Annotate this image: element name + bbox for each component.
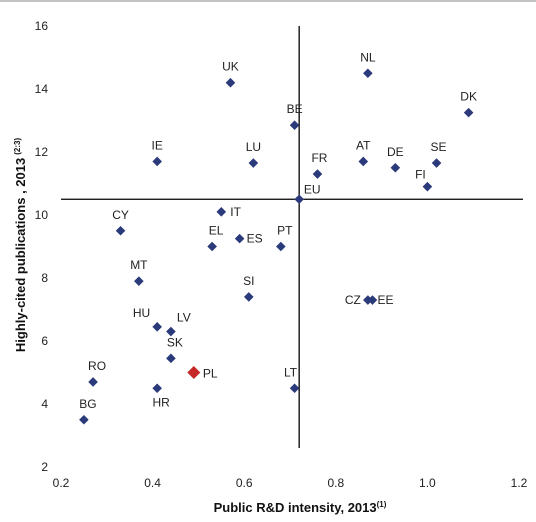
x-axis-ticks: 0.2 0.4 0.6 0.8 1.0 1.2	[53, 476, 528, 490]
data-point-fi	[422, 181, 433, 192]
y-axis-ticks: 2 4 6 8 10 12 14 16	[35, 19, 49, 474]
point-label-es: ES	[247, 232, 263, 246]
data-point-nl	[363, 68, 373, 79]
point-label-fr: FR	[311, 151, 327, 165]
data-point-mt	[134, 276, 144, 286]
data-point-se	[431, 158, 442, 168]
data-point-cy	[115, 225, 126, 236]
point-label-de: DE	[387, 145, 404, 159]
data-point-lv	[166, 326, 176, 337]
y-tick-label: 10	[35, 208, 49, 222]
point-label-se: SE	[431, 140, 447, 154]
y-tick-label: 2	[41, 460, 48, 474]
x-tick-label: 1.2	[511, 476, 528, 490]
point-label-cy: CY	[112, 208, 129, 222]
data-point-si	[243, 292, 254, 302]
point-label-at: AT	[356, 138, 371, 152]
data-point-ee	[367, 295, 378, 305]
data-point-de	[390, 162, 401, 173]
point-label-ie: IE	[152, 138, 163, 152]
point-label-si: SI	[243, 274, 254, 288]
data-point-hr	[152, 383, 162, 394]
point-label-nl: NL	[360, 50, 376, 64]
point-label-hu: HU	[133, 306, 150, 320]
point-label-fi: FI	[415, 168, 426, 182]
y-tick-label: 4	[41, 397, 48, 411]
point-label-el: EL	[209, 224, 224, 238]
point-label-hr: HR	[153, 395, 171, 409]
data-point-es	[234, 233, 245, 244]
y-tick-label: 8	[41, 271, 48, 285]
data-point-pt	[276, 241, 286, 252]
point-labels: NL DK UK BE IE LU FR AT DE SE FI EU IT CY EL ES PT MT SI CZ…	[79, 50, 477, 411]
data-point-dk	[463, 107, 474, 118]
data-point-sk	[166, 353, 176, 364]
x-tick-label: 0.6	[236, 476, 253, 490]
point-label-pt: PT	[277, 224, 293, 238]
data-point-lu	[248, 158, 259, 168]
point-label-uk: UK	[222, 60, 239, 74]
reference-lines	[61, 26, 523, 448]
data-point-pl	[187, 366, 201, 379]
point-label-mt: MT	[130, 258, 148, 272]
data-points	[79, 68, 474, 425]
data-point-ro	[88, 377, 98, 387]
data-point-at	[358, 156, 369, 167]
point-label-it: IT	[230, 205, 241, 219]
point-label-lt: LT	[284, 365, 298, 379]
y-tick-label: 14	[35, 82, 49, 96]
point-label-lv: LV	[177, 311, 191, 325]
point-label-ro: RO	[88, 359, 106, 373]
data-point-eu	[294, 194, 304, 205]
point-label-cz: CZ	[345, 293, 361, 307]
point-label-ee: EE	[377, 293, 393, 307]
x-tick-label: 0.8	[327, 476, 344, 490]
data-point-el	[207, 241, 217, 252]
data-point-fr	[312, 169, 323, 179]
data-point-uk	[225, 77, 236, 88]
point-label-eu: EU	[304, 182, 321, 196]
point-label-be: BE	[287, 102, 303, 116]
data-point-bg	[79, 414, 89, 425]
data-point-be	[289, 120, 300, 131]
y-tick-label: 16	[35, 19, 49, 33]
point-label-lu: LU	[246, 140, 261, 154]
point-label-pl: PL	[203, 367, 218, 381]
data-point-hu	[152, 322, 162, 332]
x-axis-title: Public R&D intensity, 2013(1)	[214, 500, 387, 515]
y-tick-label: 12	[35, 145, 49, 159]
y-tick-label: 6	[41, 334, 48, 348]
data-point-it	[216, 207, 227, 217]
x-tick-label: 0.2	[53, 476, 70, 490]
y-axis-title: Highly-cited publications , 2013(2:3)	[13, 138, 28, 353]
data-point-ie	[152, 156, 162, 167]
point-label-sk: SK	[167, 335, 183, 349]
point-label-dk: DK	[460, 90, 477, 104]
x-tick-label: 0.4	[144, 476, 161, 490]
data-point-lt	[289, 383, 300, 394]
x-tick-label: 1.0	[419, 476, 436, 490]
point-label-bg: BG	[79, 397, 96, 411]
